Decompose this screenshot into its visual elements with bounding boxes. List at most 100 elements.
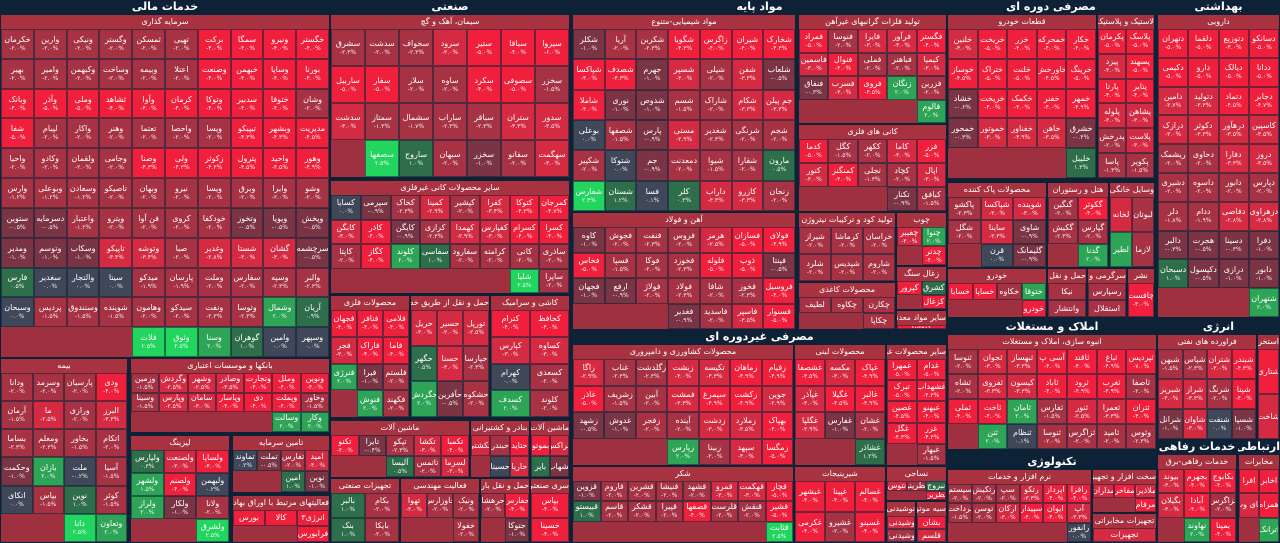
- stock-tile[interactable]: قشیر -۵.۰%: [765, 501, 793, 522]
- stock-tile[interactable]: حاریا: [509, 456, 529, 477]
- stock-tile[interactable]: کساوه -۳.۰%: [530, 336, 569, 364]
- stock-tile[interactable]: سفارود -۲.۰%: [450, 244, 480, 269]
- stock-tile[interactable]: بشان: [917, 516, 946, 529]
- stock-tile[interactable]: تکیسه -۳.۳%: [698, 359, 731, 386]
- stock-tile[interactable]: وصادر -۳.۵%: [215, 373, 245, 393]
- stock-tile[interactable]: مارون ۰.۵%: [763, 150, 795, 181]
- stock-tile[interactable]: اپال -۳.۰%: [916, 163, 946, 187]
- stock-tile[interactable]: کچاد -۲.۰%: [887, 163, 917, 187]
- stock-tile[interactable]: وتوشه -۳.۴%: [132, 237, 166, 268]
- stock-tile[interactable]: وگردش -۲.۵%: [159, 373, 188, 393]
- stock-tile[interactable]: شاروم -۲.۰%: [863, 254, 895, 281]
- stock-tile[interactable]: رسپارس: [1088, 283, 1126, 300]
- stock-tile[interactable]: غالبر -۴.۹%: [855, 385, 885, 412]
- stock-tile[interactable]: دکوثر -۳.۳%: [1188, 115, 1219, 145]
- stock-tile[interactable]: سشمال -۱.۷%: [399, 103, 433, 140]
- stock-tile[interactable]: شلعاب -۰.۵%: [763, 59, 795, 90]
- stock-tile[interactable]: خسینا -۴.۰%: [531, 517, 569, 542]
- stock-tile[interactable]: آسیا -۱.۵%: [95, 457, 127, 486]
- stock-tile[interactable]: شیران -۴.۰%: [731, 29, 764, 60]
- industry-group-title[interactable]: تولید فلزات گرانبهای غیرآهن: [799, 15, 946, 29]
- stock-tile[interactable]: فمشت -۳.۳%: [667, 385, 699, 412]
- stock-tile[interactable]: بموتو: [531, 435, 550, 456]
- stock-tile[interactable]: سفارس -۲.۰%: [230, 267, 264, 298]
- stock-tile[interactable]: ددام -۱.۹%: [1188, 201, 1219, 231]
- industry-group-title[interactable]: حمل و نقل بار زمینی: [481, 479, 529, 493]
- industry-group-title[interactable]: سیمان، آهک و گچ: [331, 15, 569, 29]
- stock-tile[interactable]: فروسیل -۴.۰%: [763, 278, 795, 304]
- stock-tile[interactable]: شصفها -۱.۵%: [604, 119, 637, 151]
- stock-tile[interactable]: اپرداز -۴.۰%: [1043, 484, 1068, 504]
- stock-tile[interactable]: ونیکی -۲.۰%: [66, 29, 100, 59]
- stock-tile[interactable]: والبر -۲.۳%: [296, 267, 329, 298]
- stock-tile[interactable]: بهیر -۲.۰%: [1, 58, 34, 89]
- stock-tile[interactable]: پسهند -۵.۰%: [1126, 53, 1154, 79]
- stock-tile[interactable]: کمینا -۲.۹%: [420, 195, 450, 220]
- stock-tile[interactable]: خگستر -۴.۰%: [296, 29, 329, 59]
- stock-tile[interactable]: ملت -۰.۲%: [64, 457, 96, 486]
- stock-tile[interactable]: غاذر -۵.۰%: [573, 385, 605, 412]
- stock-tile[interactable]: شفا -۵.۰%: [1, 118, 34, 149]
- stock-tile[interactable]: وسنا ۲.۰%: [197, 327, 231, 357]
- industry-group-title[interactable]: ماشین آلات و دستگاه های برقی: [531, 421, 569, 435]
- stock-tile[interactable]: چفیبر -۳.۰%: [897, 227, 922, 246]
- stock-tile[interactable]: تملت -۰.۵%: [257, 450, 281, 471]
- stock-tile[interactable]: گکیش -۲.۳%: [1048, 220, 1078, 244]
- stock-tile[interactable]: چنوا ۲.۰%: [921, 227, 946, 246]
- stock-tile[interactable]: تماوند ۰.۲%: [233, 450, 257, 471]
- stock-tile[interactable]: فملی -۲.۰%: [857, 52, 888, 76]
- stock-tile[interactable]: شوینده -۳.۰%: [1013, 197, 1046, 221]
- stock-tile[interactable]: شستان ۱.۲%: [604, 180, 637, 211]
- stock-tile[interactable]: دابور -۱.۰%: [1248, 259, 1279, 289]
- stock-tile[interactable]: حبندر: [490, 435, 510, 456]
- stock-tile[interactable]: خلیبل ۱.۳%: [1066, 148, 1096, 178]
- stock-tile[interactable]: بنک ۱.۰%: [331, 517, 365, 542]
- stock-tile[interactable]: بزاگرس -۲.۰%: [1210, 493, 1236, 518]
- stock-tile[interactable]: دکیمی -۵.۰%: [1158, 57, 1189, 87]
- stock-tile[interactable]: ولی -۴.۳%: [165, 148, 198, 179]
- stock-tile[interactable]: نطرین: [926, 490, 946, 500]
- stock-tile[interactable]: شسپر -۳.۰%: [668, 59, 700, 90]
- stock-tile[interactable]: کلر ۰.۳%: [668, 180, 700, 211]
- stock-tile[interactable]: زنجان -۲.۰%: [763, 180, 795, 211]
- stock-tile[interactable]: واحیا -۲.۰%: [1, 148, 34, 179]
- stock-tile[interactable]: شلیا ۲.۵%: [509, 268, 540, 293]
- stock-tile[interactable]: تکنو -۴.۰%: [331, 435, 359, 456]
- stock-tile[interactable]: ارفع -۰.۹%: [604, 278, 637, 304]
- stock-tile[interactable]: وانتشار: [1048, 300, 1086, 317]
- stock-tile[interactable]: حشکوه -۲.۰%: [463, 381, 489, 417]
- stock-tile[interactable]: کپارس -۳.۰%: [491, 336, 530, 364]
- stock-tile[interactable]: پترول -۴.۵%: [230, 148, 264, 179]
- stock-tile[interactable]: غدوش -۱.۰%: [604, 412, 636, 439]
- stock-tile[interactable]: وسکاب -۱.۰%: [66, 237, 100, 268]
- stock-tile[interactable]: ونیرو -۴.۰%: [263, 29, 297, 59]
- stock-tile[interactable]: زفجر -۲.۰%: [635, 412, 668, 439]
- stock-tile[interactable]: کسدف ۲.۰%: [491, 390, 530, 417]
- stock-tile[interactable]: دیالک -۵.۰%: [1218, 57, 1249, 87]
- stock-tile[interactable]: شنفت ۰.۰%: [1207, 409, 1232, 439]
- stock-tile[interactable]: دتهران -۵.۰%: [1158, 29, 1189, 58]
- industry-group-title[interactable]: هتل و رستوران: [1048, 183, 1108, 197]
- stock-tile[interactable]: سیمرغ -۴.۹%: [698, 385, 731, 412]
- stock-tile[interactable]: کالا: [265, 510, 297, 526]
- industry-group-title[interactable]: نوشیدنی: [887, 502, 915, 516]
- stock-tile[interactable]: وسپهر ۰.۰%: [296, 327, 329, 357]
- stock-tile[interactable]: کترام -۴.۰%: [491, 310, 530, 337]
- industry-group-title[interactable]: انبوه سازی، املاک و مستغلات: [948, 335, 1156, 349]
- industry-group-title[interactable]: سایر مواد معدنی: [897, 311, 946, 325]
- stock-tile[interactable]: بکابوج -۴.۰%: [1210, 469, 1236, 494]
- stock-tile[interactable]: فروس -۲.۰%: [668, 227, 700, 253]
- stock-tile[interactable]: تکنار -۰.۹%: [887, 187, 917, 211]
- stock-tile[interactable]: لسرما -۳.۰%: [441, 456, 469, 477]
- stock-tile[interactable]: وکادو -۲.۰%: [33, 148, 67, 179]
- stock-tile[interactable]: غشیرو -۲.۰%: [825, 511, 855, 542]
- stock-tile[interactable]: فسپا -۱.۵%: [604, 252, 637, 278]
- stock-tile[interactable]: دمعدنت -۲.۰%: [668, 150, 700, 181]
- stock-tile[interactable]: قشرین -۲.۰%: [628, 481, 656, 502]
- stock-tile[interactable]: فایرا -۳.۰%: [857, 29, 888, 53]
- stock-tile[interactable]: های وب: [1239, 493, 1259, 518]
- stock-tile[interactable]: کخاک -۲.۳%: [390, 195, 421, 220]
- stock-tile[interactable]: تکمبا -۴.۰%: [441, 435, 469, 456]
- stock-tile[interactable]: غناب -۲.۳%: [604, 359, 636, 386]
- stock-tile[interactable]: مرقام: [1135, 498, 1156, 512]
